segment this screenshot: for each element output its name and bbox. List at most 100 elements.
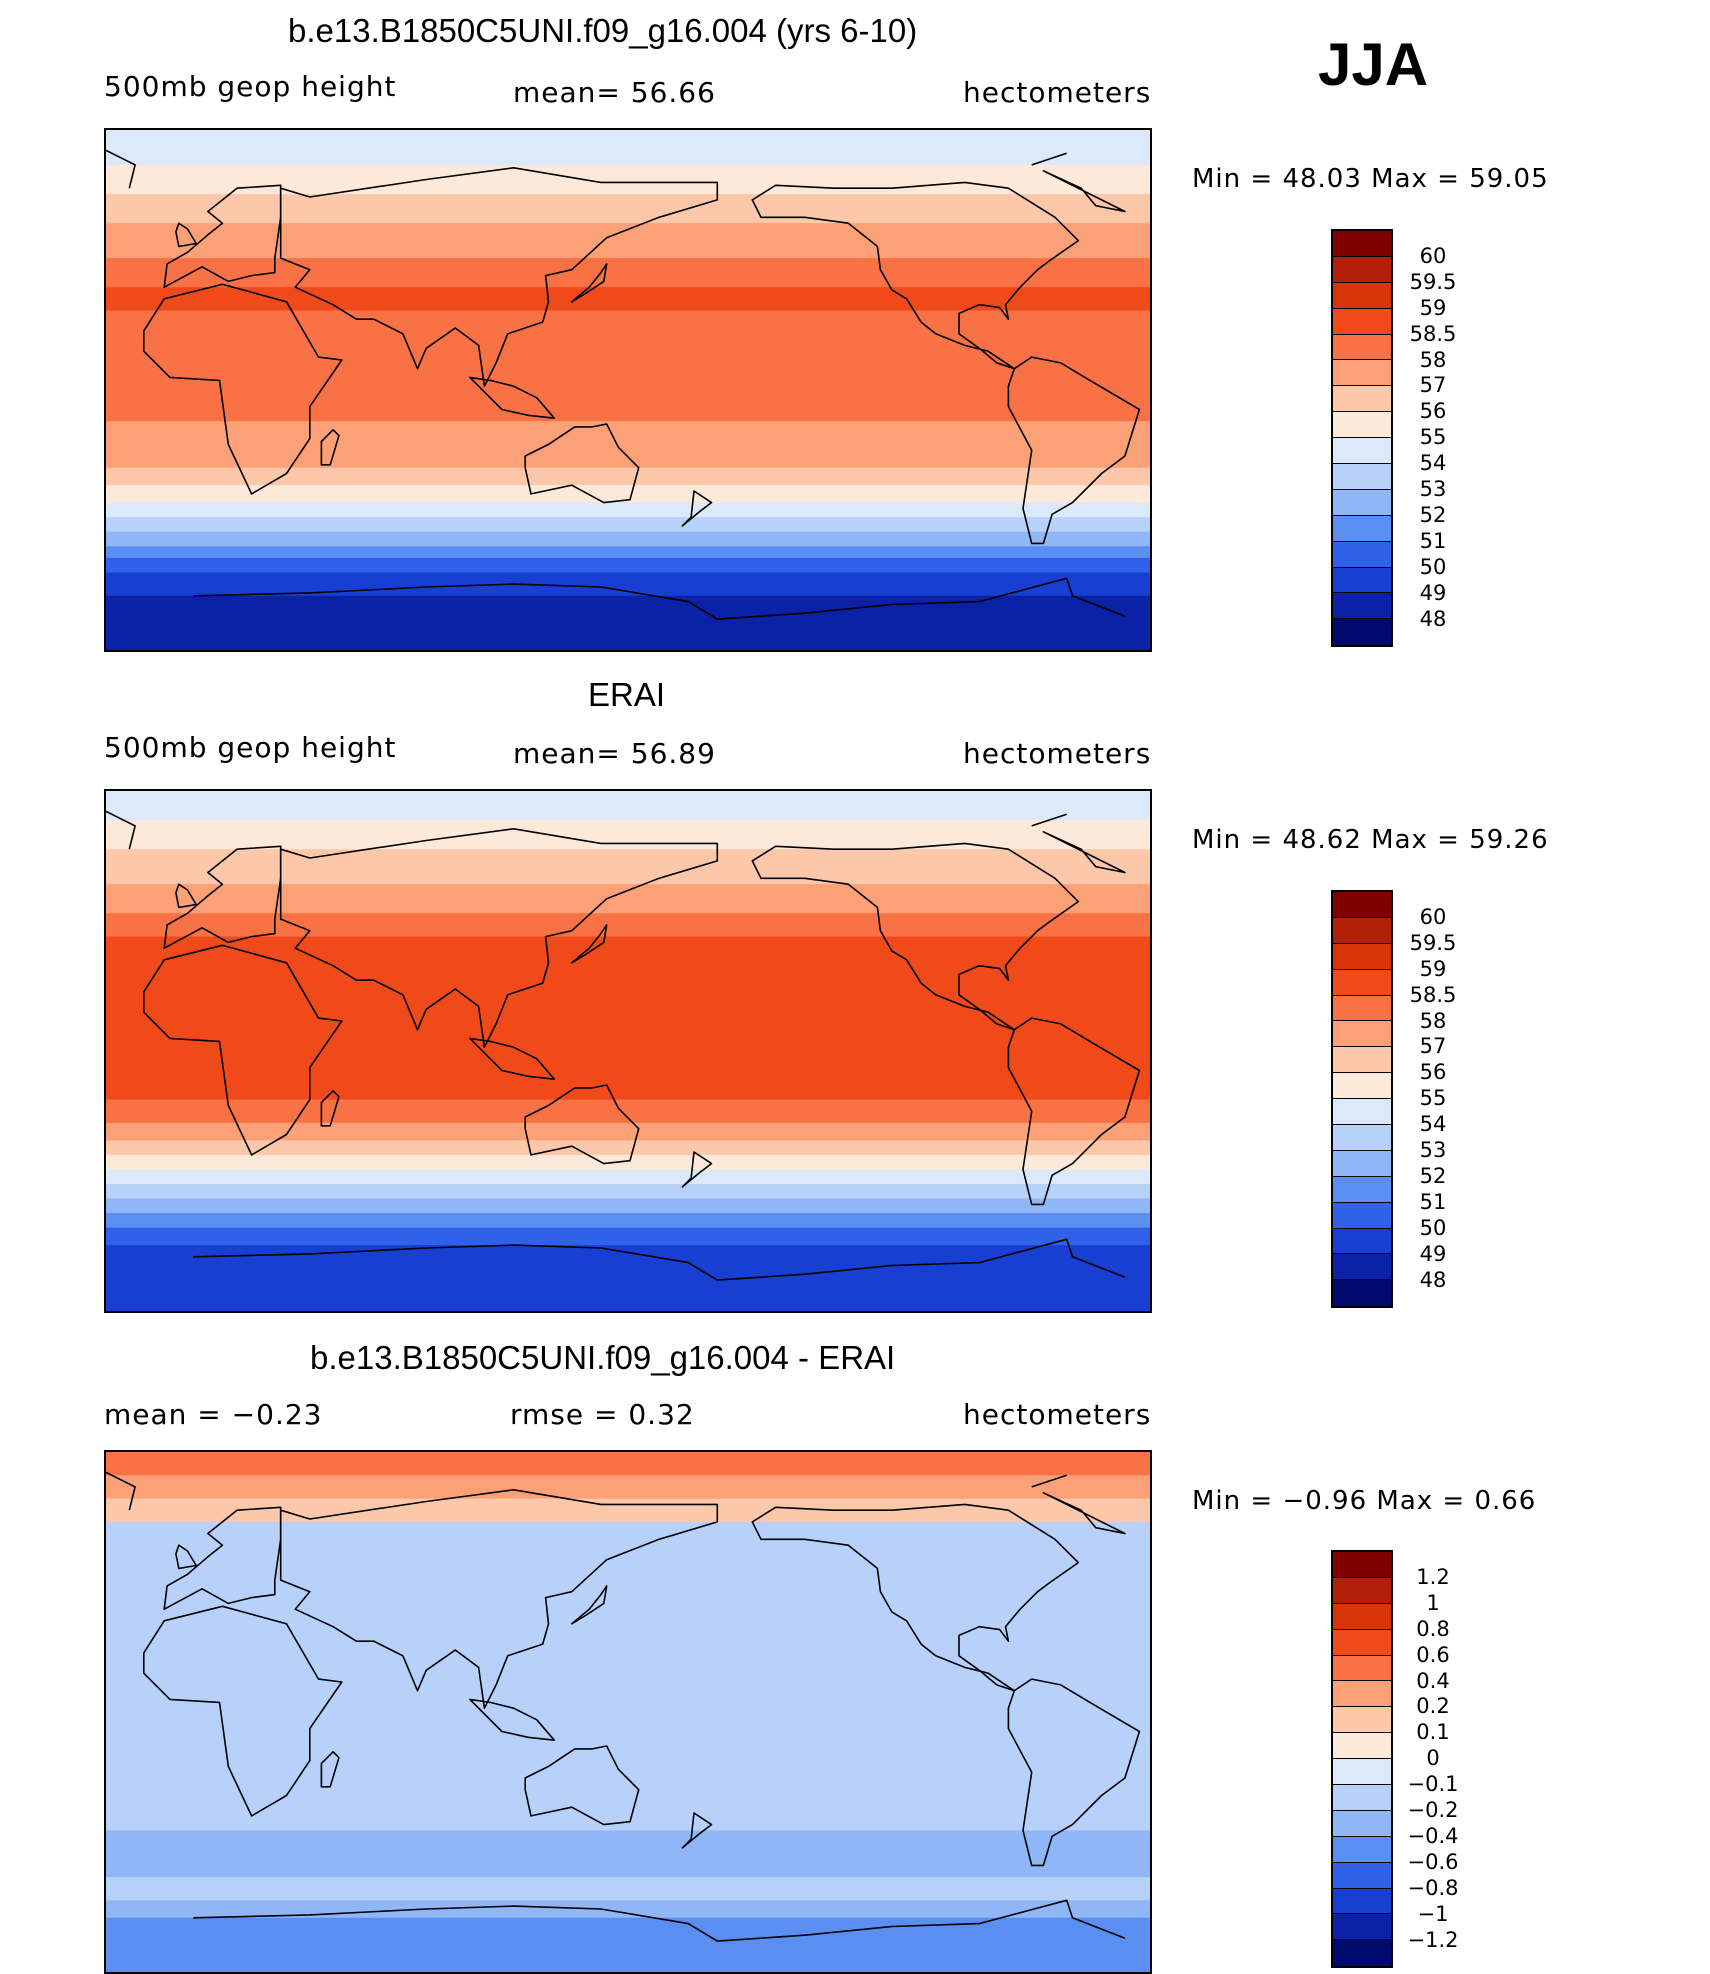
colorbar-label: 1	[1426, 1590, 1440, 1615]
map-canvas	[106, 791, 1150, 1311]
australia-outline	[524, 1084, 640, 1165]
min-max-readout: Min = 48.03 Max = 59.05	[1192, 164, 1549, 194]
asia-outline	[279, 1489, 719, 1709]
colorbar-label: 50	[1419, 1215, 1447, 1240]
colorbar-segment	[1333, 1862, 1391, 1889]
colorbar-segment	[1333, 515, 1391, 542]
contour-band	[106, 913, 1150, 938]
colorbar-segment	[1333, 1254, 1391, 1281]
colorbar-label: 49	[1419, 580, 1447, 605]
uk-outline	[175, 1544, 197, 1570]
colorbar-segment	[1333, 1810, 1391, 1837]
contour-band	[106, 936, 1150, 1101]
units-label: hectometers	[963, 1398, 1152, 1431]
colorbar-label: 58.5	[1409, 982, 1457, 1007]
colorbar-segment	[1333, 231, 1391, 257]
colorbar-segment	[1333, 1047, 1391, 1074]
europe-outline	[163, 845, 282, 949]
colorbar-label: −0.8	[1407, 1875, 1459, 1900]
australia-outline	[524, 423, 640, 504]
north-america-outline	[751, 842, 1080, 1031]
colorbar	[1331, 890, 1393, 1309]
colorbar-segment	[1333, 360, 1391, 387]
contour-band	[106, 1900, 1150, 1919]
contour-band	[106, 1198, 1150, 1215]
antarctica-outline	[193, 577, 1126, 620]
contour-band	[106, 1877, 1150, 1902]
colorbar-segment	[1333, 619, 1391, 646]
contour-band	[106, 130, 1150, 166]
panel-title-model: b.e13.B1850C5UNI.f09_g16.004 (yrs 6-10)	[288, 12, 918, 49]
colorbar-segment	[1333, 593, 1391, 620]
colorbar-label: 58	[1419, 1008, 1447, 1033]
asia-outline	[279, 167, 719, 387]
japan-outline	[571, 924, 608, 964]
colorbar-segment	[1333, 1914, 1391, 1941]
colorbar-segment	[1333, 1759, 1391, 1786]
colorbar-label: 55	[1419, 1086, 1447, 1111]
asia-outline	[279, 828, 719, 1048]
contour-band	[106, 1122, 1150, 1142]
new-zealand-outline	[681, 1151, 713, 1188]
colorbar-segment	[1333, 386, 1391, 413]
colorbar	[1331, 229, 1393, 648]
contour-band	[106, 287, 1150, 312]
colorbar-label: 0.4	[1416, 1668, 1450, 1693]
indonesia-outline	[469, 1037, 556, 1080]
map-canvas	[106, 130, 1150, 650]
australia-outline	[524, 1745, 640, 1826]
min-max-readout: Min = 48.62 Max = 59.26	[1192, 825, 1549, 855]
colorbar-label: 56	[1419, 1060, 1447, 1085]
contour-band	[106, 531, 1150, 548]
colorbar-segment	[1333, 1073, 1391, 1100]
colorbar-label: 59.5	[1409, 269, 1457, 294]
colorbar-label: 48	[1419, 606, 1447, 631]
north-america-outline	[751, 1503, 1080, 1692]
contour-band	[106, 820, 1150, 851]
colorbar-label: 58	[1419, 347, 1447, 372]
colorbar-segment	[1333, 1150, 1391, 1177]
africa-outline	[143, 1605, 343, 1817]
madagascar-outline	[320, 1090, 340, 1127]
colorbar-segment	[1333, 1655, 1391, 1682]
colorbar-label: −1	[1417, 1901, 1449, 1926]
colorbar-label: 52	[1419, 1163, 1447, 1188]
colorbar-segment	[1333, 1733, 1391, 1760]
africa-outline	[143, 944, 343, 1156]
uk-outline	[175, 883, 197, 909]
contour-band	[106, 1154, 1150, 1171]
contour-band	[106, 546, 1150, 559]
contour-band	[106, 421, 1150, 469]
colorbar-label: 55	[1419, 425, 1447, 450]
colorbar-segment	[1333, 1577, 1391, 1604]
field-label: 500mb geop height	[104, 731, 397, 764]
contour-band	[106, 1184, 1150, 1200]
panel-title-obs: ERAI	[588, 676, 666, 713]
colorbar-segment	[1333, 1629, 1391, 1656]
south-america-outline	[1007, 1678, 1141, 1867]
map-canvas	[106, 1452, 1150, 1972]
colorbar-label: 53	[1419, 477, 1447, 501]
contour-band	[106, 595, 1150, 650]
contour-band	[106, 1475, 1150, 1500]
antarctica-outline	[193, 1238, 1126, 1281]
contour-band	[106, 1830, 1150, 1879]
europe-outline	[163, 184, 282, 288]
colorbar-segment	[1333, 1836, 1391, 1863]
south-america-outline	[1007, 1017, 1141, 1206]
colorbar-segment	[1333, 541, 1391, 568]
indonesia-outline	[469, 1698, 556, 1741]
madagascar-outline	[320, 1751, 340, 1788]
map-panel-model	[104, 128, 1152, 652]
colorbar-segment	[1333, 1099, 1391, 1126]
contour-band	[106, 791, 1150, 822]
colorbar-label: 59	[1419, 956, 1447, 981]
colorbar-segment	[1333, 1125, 1391, 1151]
colorbar-segment	[1333, 917, 1391, 944]
colorbar-label: 52	[1419, 502, 1447, 527]
colorbar-segment	[1333, 892, 1391, 918]
colorbar-label: −0.2	[1407, 1798, 1459, 1822]
africa-outline	[143, 283, 343, 495]
greenland-outline	[106, 1471, 1126, 1535]
colorbar-label: 57	[1419, 1034, 1447, 1059]
